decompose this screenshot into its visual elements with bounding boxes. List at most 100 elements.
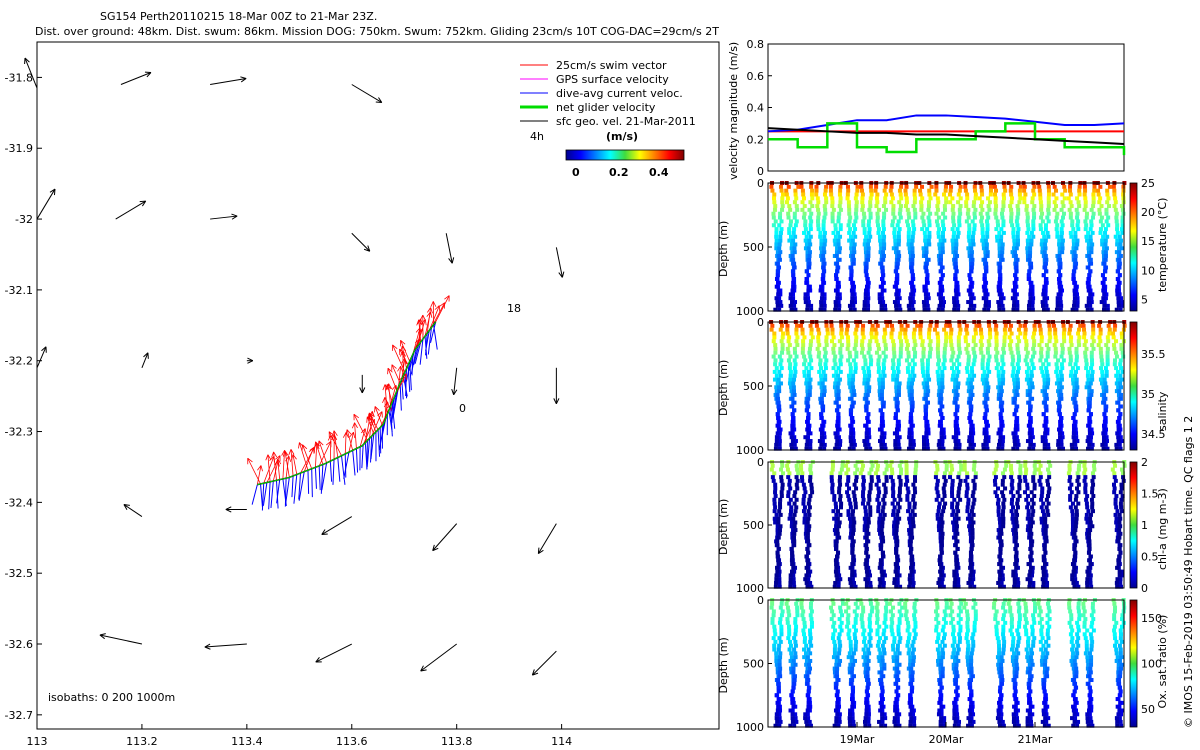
section-marker bbox=[897, 200, 902, 205]
section-marker bbox=[1115, 223, 1120, 228]
swim-vector bbox=[385, 384, 393, 403]
section-marker bbox=[951, 369, 956, 374]
dac-vector bbox=[318, 465, 321, 491]
section-marker bbox=[793, 620, 798, 625]
section-marker bbox=[1032, 211, 1037, 216]
section-marker bbox=[866, 516, 871, 521]
section-marker bbox=[869, 192, 874, 197]
section-marker bbox=[835, 269, 840, 274]
section-marker bbox=[954, 366, 959, 371]
section-marker bbox=[897, 303, 902, 308]
section-marker bbox=[881, 505, 886, 510]
section-marker bbox=[1090, 369, 1095, 374]
section-marker bbox=[823, 366, 828, 371]
section-marker bbox=[793, 439, 798, 444]
section-marker bbox=[1012, 381, 1017, 386]
section-marker bbox=[910, 219, 915, 224]
section-marker bbox=[805, 439, 810, 444]
section-marker bbox=[935, 463, 940, 468]
section-marker bbox=[835, 385, 840, 390]
section-marker bbox=[895, 223, 900, 228]
dac-vector bbox=[405, 368, 408, 396]
section-marker bbox=[1048, 463, 1053, 468]
section-marker bbox=[1007, 343, 1012, 348]
section-marker bbox=[775, 303, 780, 308]
section-marker bbox=[891, 482, 896, 487]
section-marker bbox=[774, 577, 779, 582]
section-marker bbox=[864, 288, 869, 293]
section-marker bbox=[807, 346, 812, 351]
section-marker bbox=[955, 227, 960, 232]
section-marker bbox=[1101, 439, 1106, 444]
section-marker bbox=[776, 647, 781, 652]
section-marker bbox=[1121, 475, 1126, 480]
section-marker bbox=[1119, 497, 1124, 502]
section-marker bbox=[1055, 234, 1060, 239]
section-marker bbox=[1029, 543, 1034, 548]
section-marker bbox=[893, 516, 898, 521]
section-marker bbox=[791, 658, 796, 663]
section-marker bbox=[777, 246, 782, 251]
section-marker bbox=[1008, 204, 1013, 209]
section-marker bbox=[1086, 284, 1091, 289]
section-marker bbox=[1118, 531, 1123, 536]
section-marker bbox=[896, 234, 901, 239]
section-marker bbox=[867, 227, 872, 232]
section-marker bbox=[1046, 211, 1051, 216]
section-marker bbox=[848, 524, 853, 529]
section-marker bbox=[984, 423, 989, 428]
section-marker bbox=[852, 250, 857, 255]
section-marker bbox=[1114, 580, 1119, 585]
section-marker bbox=[1091, 204, 1096, 209]
section-marker bbox=[1071, 377, 1076, 382]
section-marker bbox=[1097, 335, 1102, 340]
map-colorbar bbox=[565, 149, 685, 161]
section-marker bbox=[1009, 471, 1014, 476]
section-marker bbox=[867, 490, 872, 495]
section-marker bbox=[1031, 335, 1036, 340]
section-marker bbox=[1115, 242, 1120, 247]
section-marker bbox=[788, 584, 793, 589]
section-marker bbox=[1114, 373, 1119, 378]
section-marker bbox=[1117, 257, 1122, 262]
section-marker bbox=[1091, 331, 1096, 336]
section-marker bbox=[1087, 400, 1092, 405]
section-marker bbox=[1043, 419, 1048, 424]
section-marker bbox=[923, 234, 928, 239]
section-marker bbox=[968, 277, 973, 281]
section-marker bbox=[1107, 184, 1112, 189]
section-marker bbox=[973, 188, 978, 193]
section-marker bbox=[1112, 362, 1117, 367]
section-marker bbox=[883, 346, 888, 351]
section-marker bbox=[1028, 442, 1033, 447]
section-marker bbox=[1118, 584, 1123, 589]
section-marker bbox=[928, 196, 933, 201]
section-marker bbox=[880, 431, 885, 436]
section-marker bbox=[773, 723, 778, 728]
section-marker bbox=[910, 253, 915, 258]
section-marker bbox=[793, 716, 798, 721]
section-marker bbox=[788, 369, 793, 374]
section-marker bbox=[800, 478, 805, 483]
section-marker bbox=[1029, 531, 1034, 536]
section-marker bbox=[966, 215, 971, 220]
section-marker bbox=[898, 482, 903, 487]
section-marker bbox=[910, 261, 915, 266]
section-marker bbox=[1027, 584, 1032, 589]
section-marker bbox=[923, 389, 928, 394]
section-marker bbox=[868, 204, 873, 209]
section-marker bbox=[790, 423, 795, 428]
section-marker bbox=[1068, 188, 1073, 193]
section-marker bbox=[889, 467, 894, 472]
section-marker bbox=[968, 303, 973, 308]
section-marker bbox=[807, 253, 812, 258]
section-marker bbox=[896, 392, 901, 397]
section-marker bbox=[848, 439, 853, 444]
section-marker bbox=[894, 303, 899, 308]
section-marker bbox=[1030, 497, 1035, 502]
section-marker bbox=[969, 253, 974, 258]
section-marker bbox=[819, 392, 824, 397]
section-marker bbox=[787, 501, 792, 506]
section-marker bbox=[950, 238, 955, 243]
section-marker bbox=[1015, 257, 1020, 262]
